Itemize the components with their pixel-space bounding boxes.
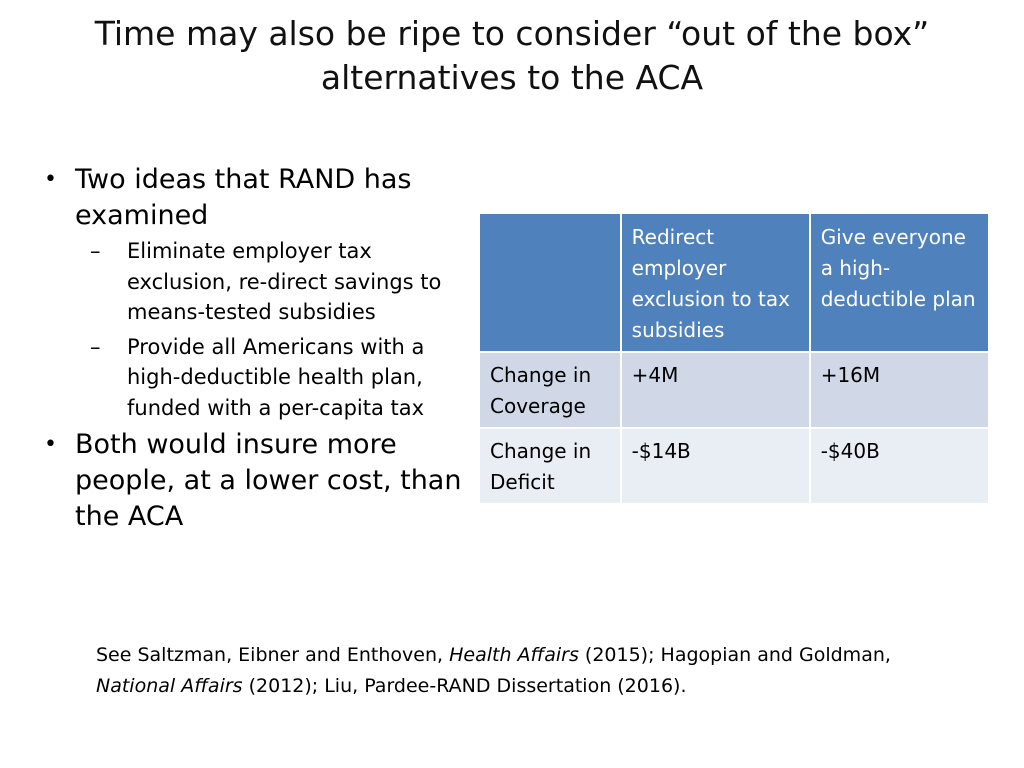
table-header-row: Redirect employer exclusion to tax subsi… xyxy=(478,212,991,353)
table-cell: -$14B xyxy=(619,427,811,505)
table-header-cell: Redirect employer exclusion to tax subsi… xyxy=(619,212,811,353)
bullet-mark: • xyxy=(44,167,57,192)
citation: See Saltzman, Eibner and Enthoven, Healt… xyxy=(96,640,976,702)
sub-bullet-mark: – xyxy=(90,239,101,263)
citation-journal: Health Affairs xyxy=(449,644,579,666)
citation-text: (2012); Liu, Pardee-RAND Dissertation (2… xyxy=(242,675,687,697)
sub-bullet-item: – Eliminate employer tax exclusion, re-d… xyxy=(40,236,470,328)
table-cell: +16M xyxy=(808,351,991,429)
table-cell: +4M xyxy=(619,351,811,429)
row-label-cell: Change in Deficit xyxy=(478,427,622,505)
sub-bullet-text: Provide all Americans with a high-deduct… xyxy=(127,334,425,420)
row-label-cell: Change in Coverage xyxy=(478,351,622,429)
bullet-mark: • xyxy=(44,432,57,457)
table-header-cell xyxy=(478,212,622,353)
title-line-1: Time may also be ripe to consider “out o… xyxy=(94,14,930,53)
bullet-item: • Two ideas that RAND has examined xyxy=(40,162,470,234)
title-line-2: alternatives to the ACA xyxy=(320,58,704,97)
bullet-item: • Both would insure more people, at a lo… xyxy=(40,427,470,535)
slide-title: Time may also be ripe to consider “out o… xyxy=(60,12,964,100)
citation-text: See Saltzman, Eibner and Enthoven, xyxy=(96,644,450,666)
comparison-table: Redirect employer exclusion to tax subsi… xyxy=(478,212,991,505)
table-cell: -$40B xyxy=(808,427,991,505)
bullet-list: • Two ideas that RAND has examined – Eli… xyxy=(40,162,470,535)
sub-bullet-text: Eliminate employer tax exclusion, re-dir… xyxy=(127,239,442,324)
citation-text: (2015); Hagopian and Goldman, xyxy=(578,644,891,666)
bullet-text: Two ideas that RAND has examined xyxy=(75,164,412,231)
table-header-cell: Give everyone a high-deductible plan xyxy=(808,212,991,353)
table-row: Change in Deficit -$14B -$40B xyxy=(478,427,991,505)
sub-bullet-item: – Provide all Americans with a high-dedu… xyxy=(40,332,470,424)
table-row: Change in Coverage +4M +16M xyxy=(478,351,991,429)
sub-bullet-mark: – xyxy=(90,334,101,359)
bullet-text: Both would insure more people, at a lowe… xyxy=(75,429,462,532)
citation-journal: National Affairs xyxy=(96,675,243,697)
